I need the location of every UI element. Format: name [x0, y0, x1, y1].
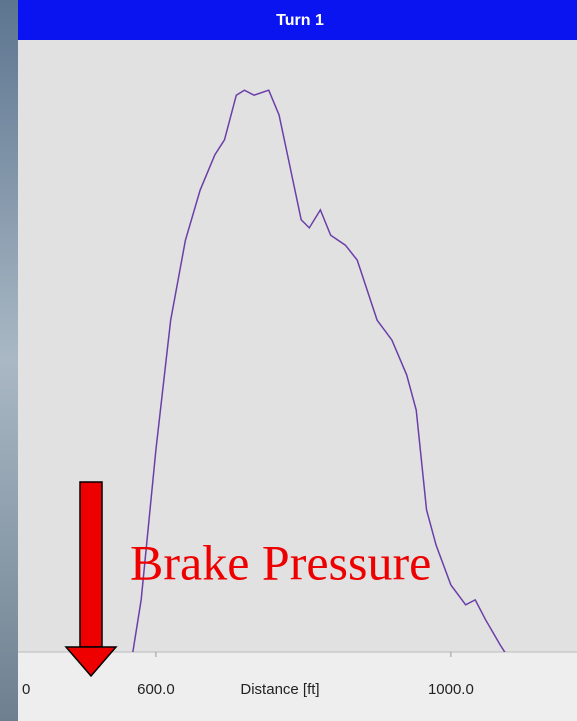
chart-title: Turn 1 [276, 12, 324, 29]
x-axis-area [18, 652, 577, 721]
arrow-shaft [79, 481, 103, 648]
arrow-head [64, 646, 118, 678]
x-tick-label: 1000.0 [428, 681, 474, 698]
x-axis-label: Distance [ft] [240, 681, 319, 698]
annotation: Brake Pressure [130, 534, 431, 590]
x-tick-label: 600.0 [137, 681, 175, 698]
title-bar [18, 0, 577, 40]
x-edge-label: 0 [22, 681, 30, 698]
plot-area [18, 40, 577, 652]
background-photo [0, 0, 18, 721]
data-line [132, 89, 506, 652]
